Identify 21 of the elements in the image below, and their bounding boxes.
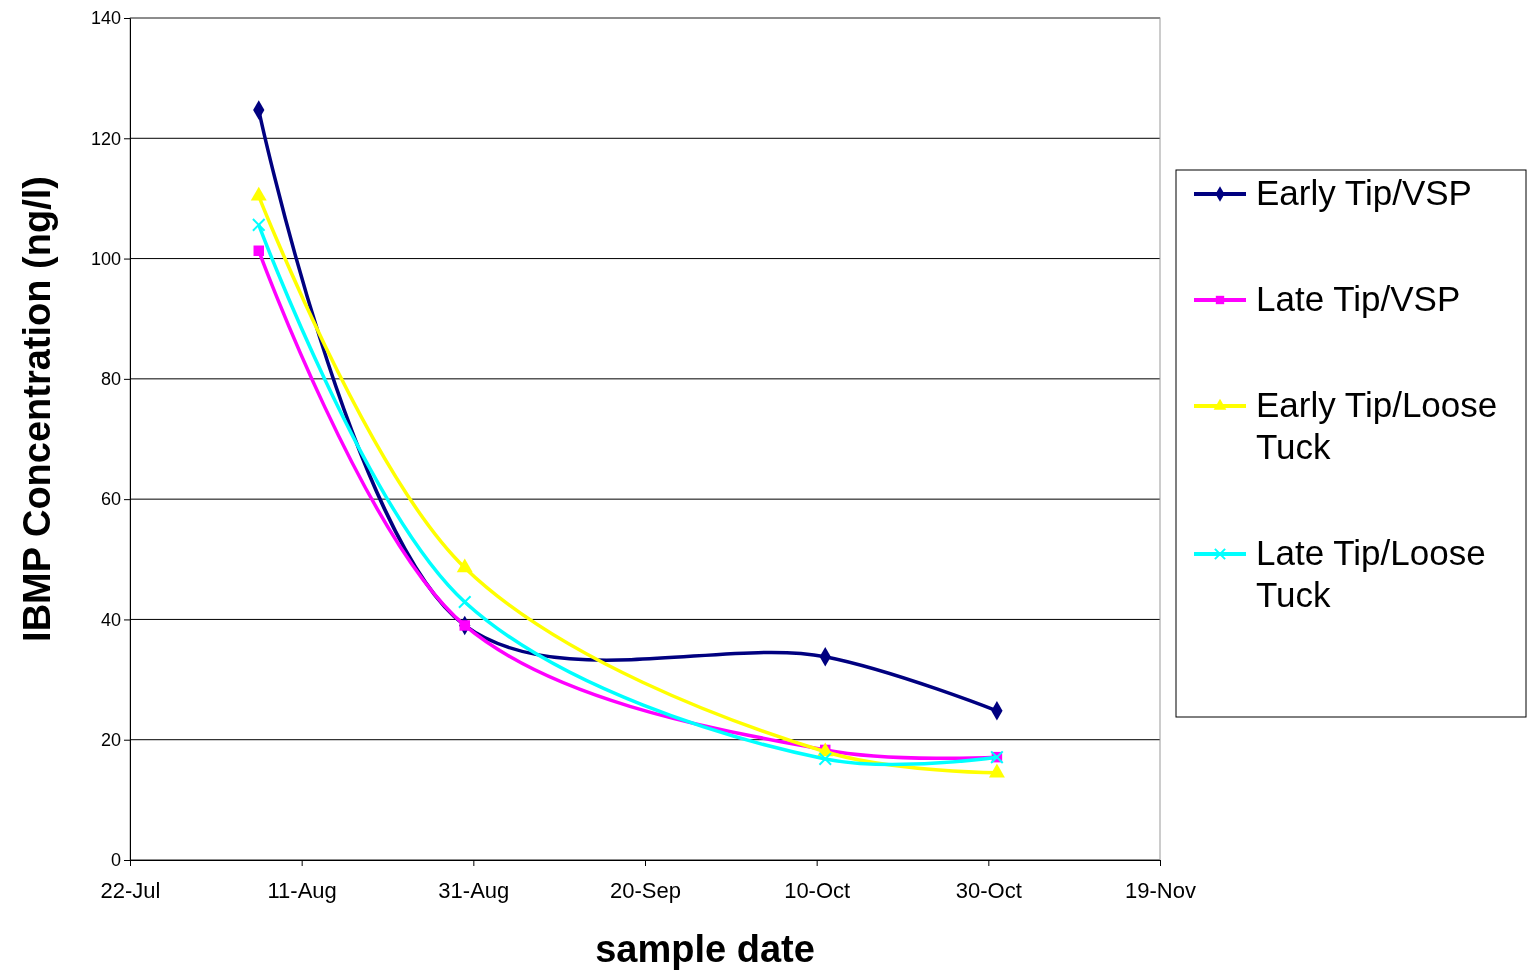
legend-label: Early Tip/VSP [1256, 173, 1472, 212]
x-tick-label: 30-Oct [955, 877, 1022, 903]
x-tick-label: 22-Jul [100, 877, 161, 903]
x-tick-label: 11-Aug [267, 877, 337, 903]
y-tick-label: 120 [90, 128, 121, 149]
x-tick-label: 10-Oct [784, 877, 851, 903]
y-tick-label: 0 [110, 850, 121, 871]
legend-label: Early Tip/Loose Tuck [1256, 385, 1498, 466]
y-tick-label: 80 [100, 369, 121, 390]
y-tick-label: 40 [100, 609, 121, 630]
legend-label: Late Tip/Loose Tuck [1256, 533, 1486, 614]
y-axis-title: IBMP Concentration (ng/l) [16, 176, 58, 642]
y-tick-label: 100 [90, 248, 121, 269]
x-tick-label: 20-Sep [610, 877, 681, 903]
x-tick-label: 19-Nov [1125, 877, 1196, 903]
y-tick-label: 140 [90, 8, 121, 29]
x-axis-title: sample date [595, 928, 815, 970]
y-tick-label: 20 [100, 729, 121, 750]
legend-label: Late Tip/VSP [1256, 279, 1461, 318]
x-tick-label: 31-Aug [438, 877, 510, 903]
y-tick-label: 60 [100, 489, 121, 510]
